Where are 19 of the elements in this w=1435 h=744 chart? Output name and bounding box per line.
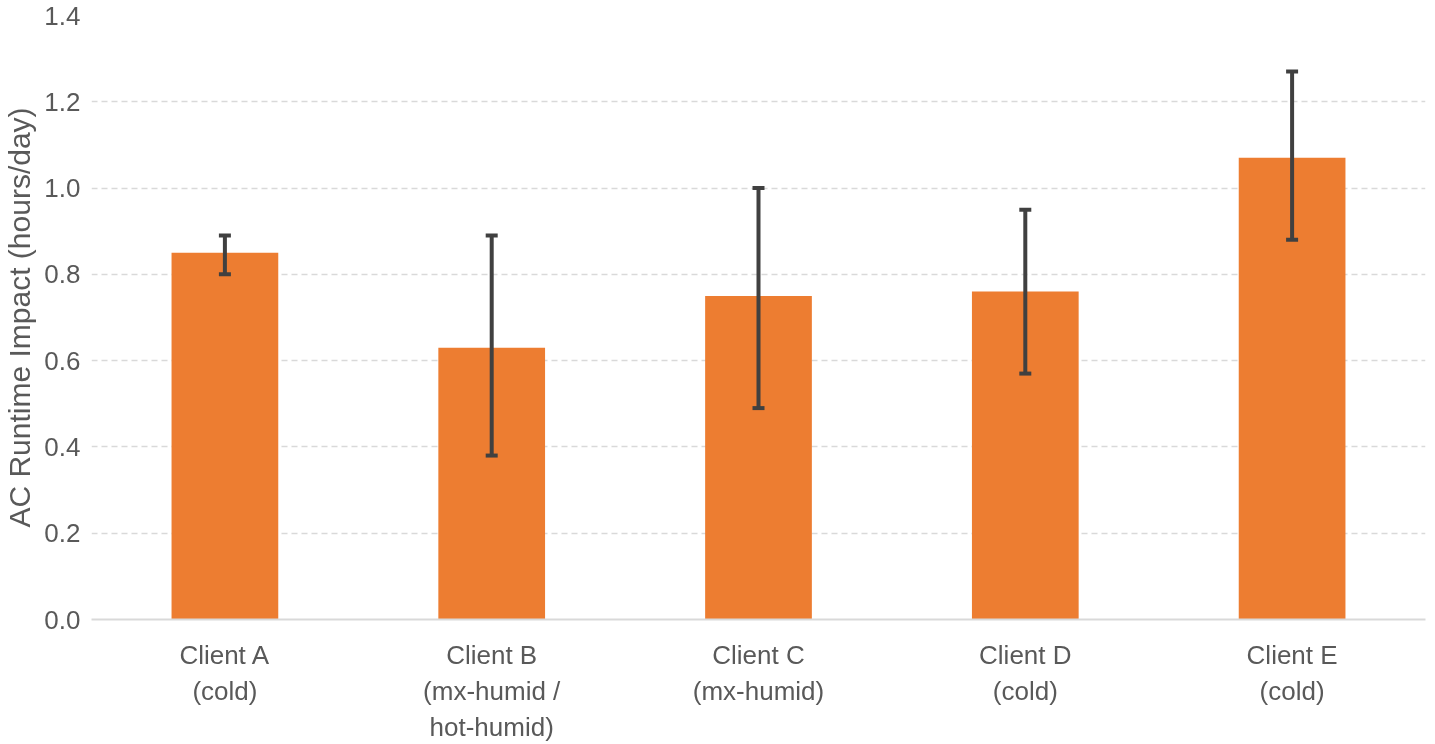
bar [971,291,1079,620]
y-tick-label: 0.2 [44,518,81,549]
x-tick-label: Client D (cold) [979,639,1072,706]
bar [171,252,279,620]
y-tick-label: 0.8 [44,259,81,290]
x-tick-label: Client C (mx-humid) [692,639,825,706]
y-axis-title: AC Runtime Impact (hours/day) [3,107,37,528]
x-tick-label: Client E (cold) [1246,639,1338,706]
bar [438,347,546,620]
y-tick-label: 1.0 [44,173,81,204]
y-tick-label: 1.4 [44,0,81,31]
y-tick-label: 0.0 [44,604,81,635]
bar [705,295,812,620]
y-tick-label: 0.4 [44,431,81,462]
x-tick-label: Client B (mx-humid / hot-humid) [423,639,562,742]
bar [1238,157,1346,620]
x-tick-label: Client A (cold) [179,639,270,706]
y-tick-label: 0.6 [44,345,81,376]
y-tick-label: 1.2 [44,86,81,117]
